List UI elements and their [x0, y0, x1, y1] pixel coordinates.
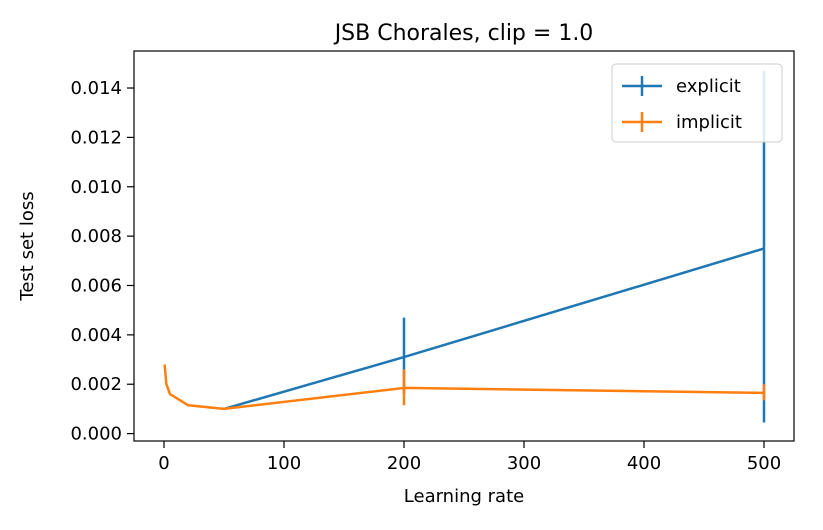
y-tick-label: 0.000 [70, 424, 122, 445]
x-tick-label: 500 [747, 453, 781, 474]
x-tick-label: 300 [507, 453, 541, 474]
chart-title: JSB Chorales, clip = 1.0 [333, 21, 594, 46]
x-tick-label: 100 [267, 453, 301, 474]
y-tick-label: 0.004 [70, 325, 122, 346]
y-tick-label: 0.006 [70, 275, 122, 296]
plot-frame [133, 50, 795, 442]
x-tick-label: 0 [158, 453, 169, 474]
x-tick-label: 200 [387, 453, 421, 474]
y-tick-label: 0.008 [70, 226, 122, 247]
legend: explicit implicit [611, 63, 783, 143]
legend-label-explicit: explicit [676, 76, 741, 97]
x-axis: 0 100 200 300 400 500 [158, 441, 781, 474]
y-axis: 0.000 0.002 0.004 0.006 0.008 0.010 0.012 0.014 [70, 78, 134, 445]
y-axis-label: Test set loss [17, 191, 38, 301]
y-tick-label: 0.002 [70, 374, 122, 395]
series-line-explicit [223, 247, 765, 411]
x-axis-label: Learning rate [404, 486, 524, 507]
y-tick-label: 0.014 [70, 78, 122, 99]
series-line-implicit [163, 364, 765, 411]
y-tick-label: 0.010 [70, 177, 122, 198]
x-tick-label: 400 [627, 453, 661, 474]
legend-label-implicit: implicit [676, 112, 742, 133]
y-tick-label: 0.012 [70, 127, 122, 148]
